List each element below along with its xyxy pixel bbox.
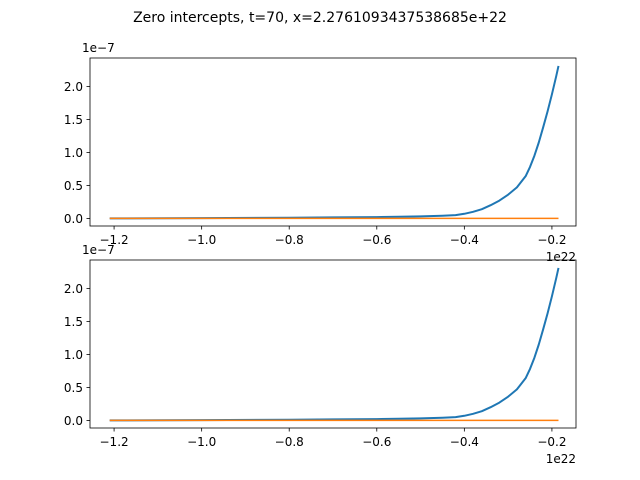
series-line-blue-curve [109,267,560,422]
axes-frame [89,57,577,227]
x-offset-label: 1e22 [546,250,576,264]
y-tick-label: 0.5 [64,179,83,193]
series-line-blue-curve [109,65,560,220]
y-tick-label: 2.0 [64,80,83,94]
x-tick-label: −0.2 [537,233,566,247]
y-tick-label: 1.0 [64,146,83,160]
x-tick-label: −0.4 [450,435,479,449]
y-tick-label: 1.5 [64,315,83,329]
y-tick-label: 1.5 [64,113,83,127]
bottom-plot: −1.2 −1.0 −0.8 −0.6 −0.4 −0.2 0.0 0.5 1.0 1.5 2.0 1… [64,243,577,466]
x-offset-label: 1e22 [546,452,576,466]
x-tick-label: −0.8 [275,233,304,247]
x-tick-label: −1.0 [187,233,216,247]
x-tick-label: −0.2 [537,435,566,449]
y-tick-label: 0.0 [64,414,83,428]
x-tick-label: −1.2 [100,435,129,449]
x-tick-label: −0.8 [275,435,304,449]
y-offset-label: 1e−7 [82,41,115,55]
top-plot: −1.2 −1.0 −0.8 −0.6 −0.4 −0.2 0.0 0.5 1.0 1.5 2.0 1… [64,41,577,264]
x-tick-label: −0.4 [450,233,479,247]
x-tick-label: −0.6 [362,435,391,449]
y-tick-label: 2.0 [64,282,83,296]
x-tick-label: −1.0 [187,435,216,449]
y-offset-label: 1e−7 [82,243,115,257]
x-tick-label: −0.6 [362,233,391,247]
x-tick-label: −1.2 [100,233,129,247]
axes-frame [89,259,577,429]
y-tick-label: 1.0 [64,348,83,362]
y-tick-label: 0.0 [64,212,83,226]
y-tick-label: 0.5 [64,381,83,395]
figure-title: Zero intercepts, t=70, x=2.2761093437538… [133,10,507,26]
